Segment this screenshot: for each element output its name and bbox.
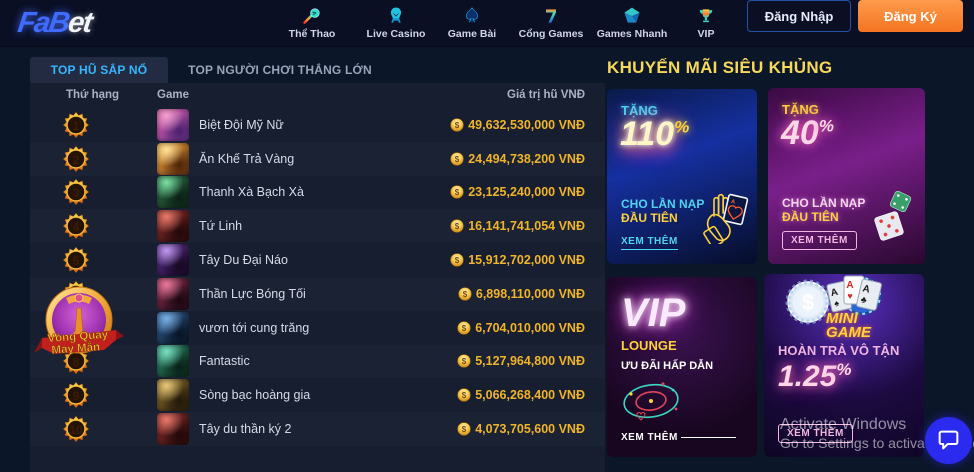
svg-text:A: A [846, 280, 853, 291]
svg-text:4: 4 [73, 220, 80, 234]
svg-text:$: $ [455, 188, 460, 197]
svg-text:5: 5 [73, 254, 80, 268]
svg-text:$: $ [463, 290, 468, 299]
svg-text:♥: ♥ [847, 291, 852, 301]
svg-text:$: $ [462, 391, 467, 400]
svg-text:$: $ [462, 357, 467, 366]
svg-text:$: $ [455, 256, 460, 265]
svg-text:3: 3 [73, 186, 80, 200]
svg-text:2: 2 [73, 153, 80, 167]
svg-text:$: $ [462, 324, 467, 333]
svg-text:9: 9 [73, 389, 80, 403]
svg-text:$: $ [455, 222, 460, 231]
svg-text:$: $ [455, 155, 460, 164]
svg-text:$: $ [455, 121, 460, 130]
svg-text:$: $ [802, 290, 814, 315]
svg-text:1: 1 [73, 119, 80, 133]
svg-text:$: $ [462, 425, 467, 434]
svg-text:10: 10 [69, 423, 83, 437]
